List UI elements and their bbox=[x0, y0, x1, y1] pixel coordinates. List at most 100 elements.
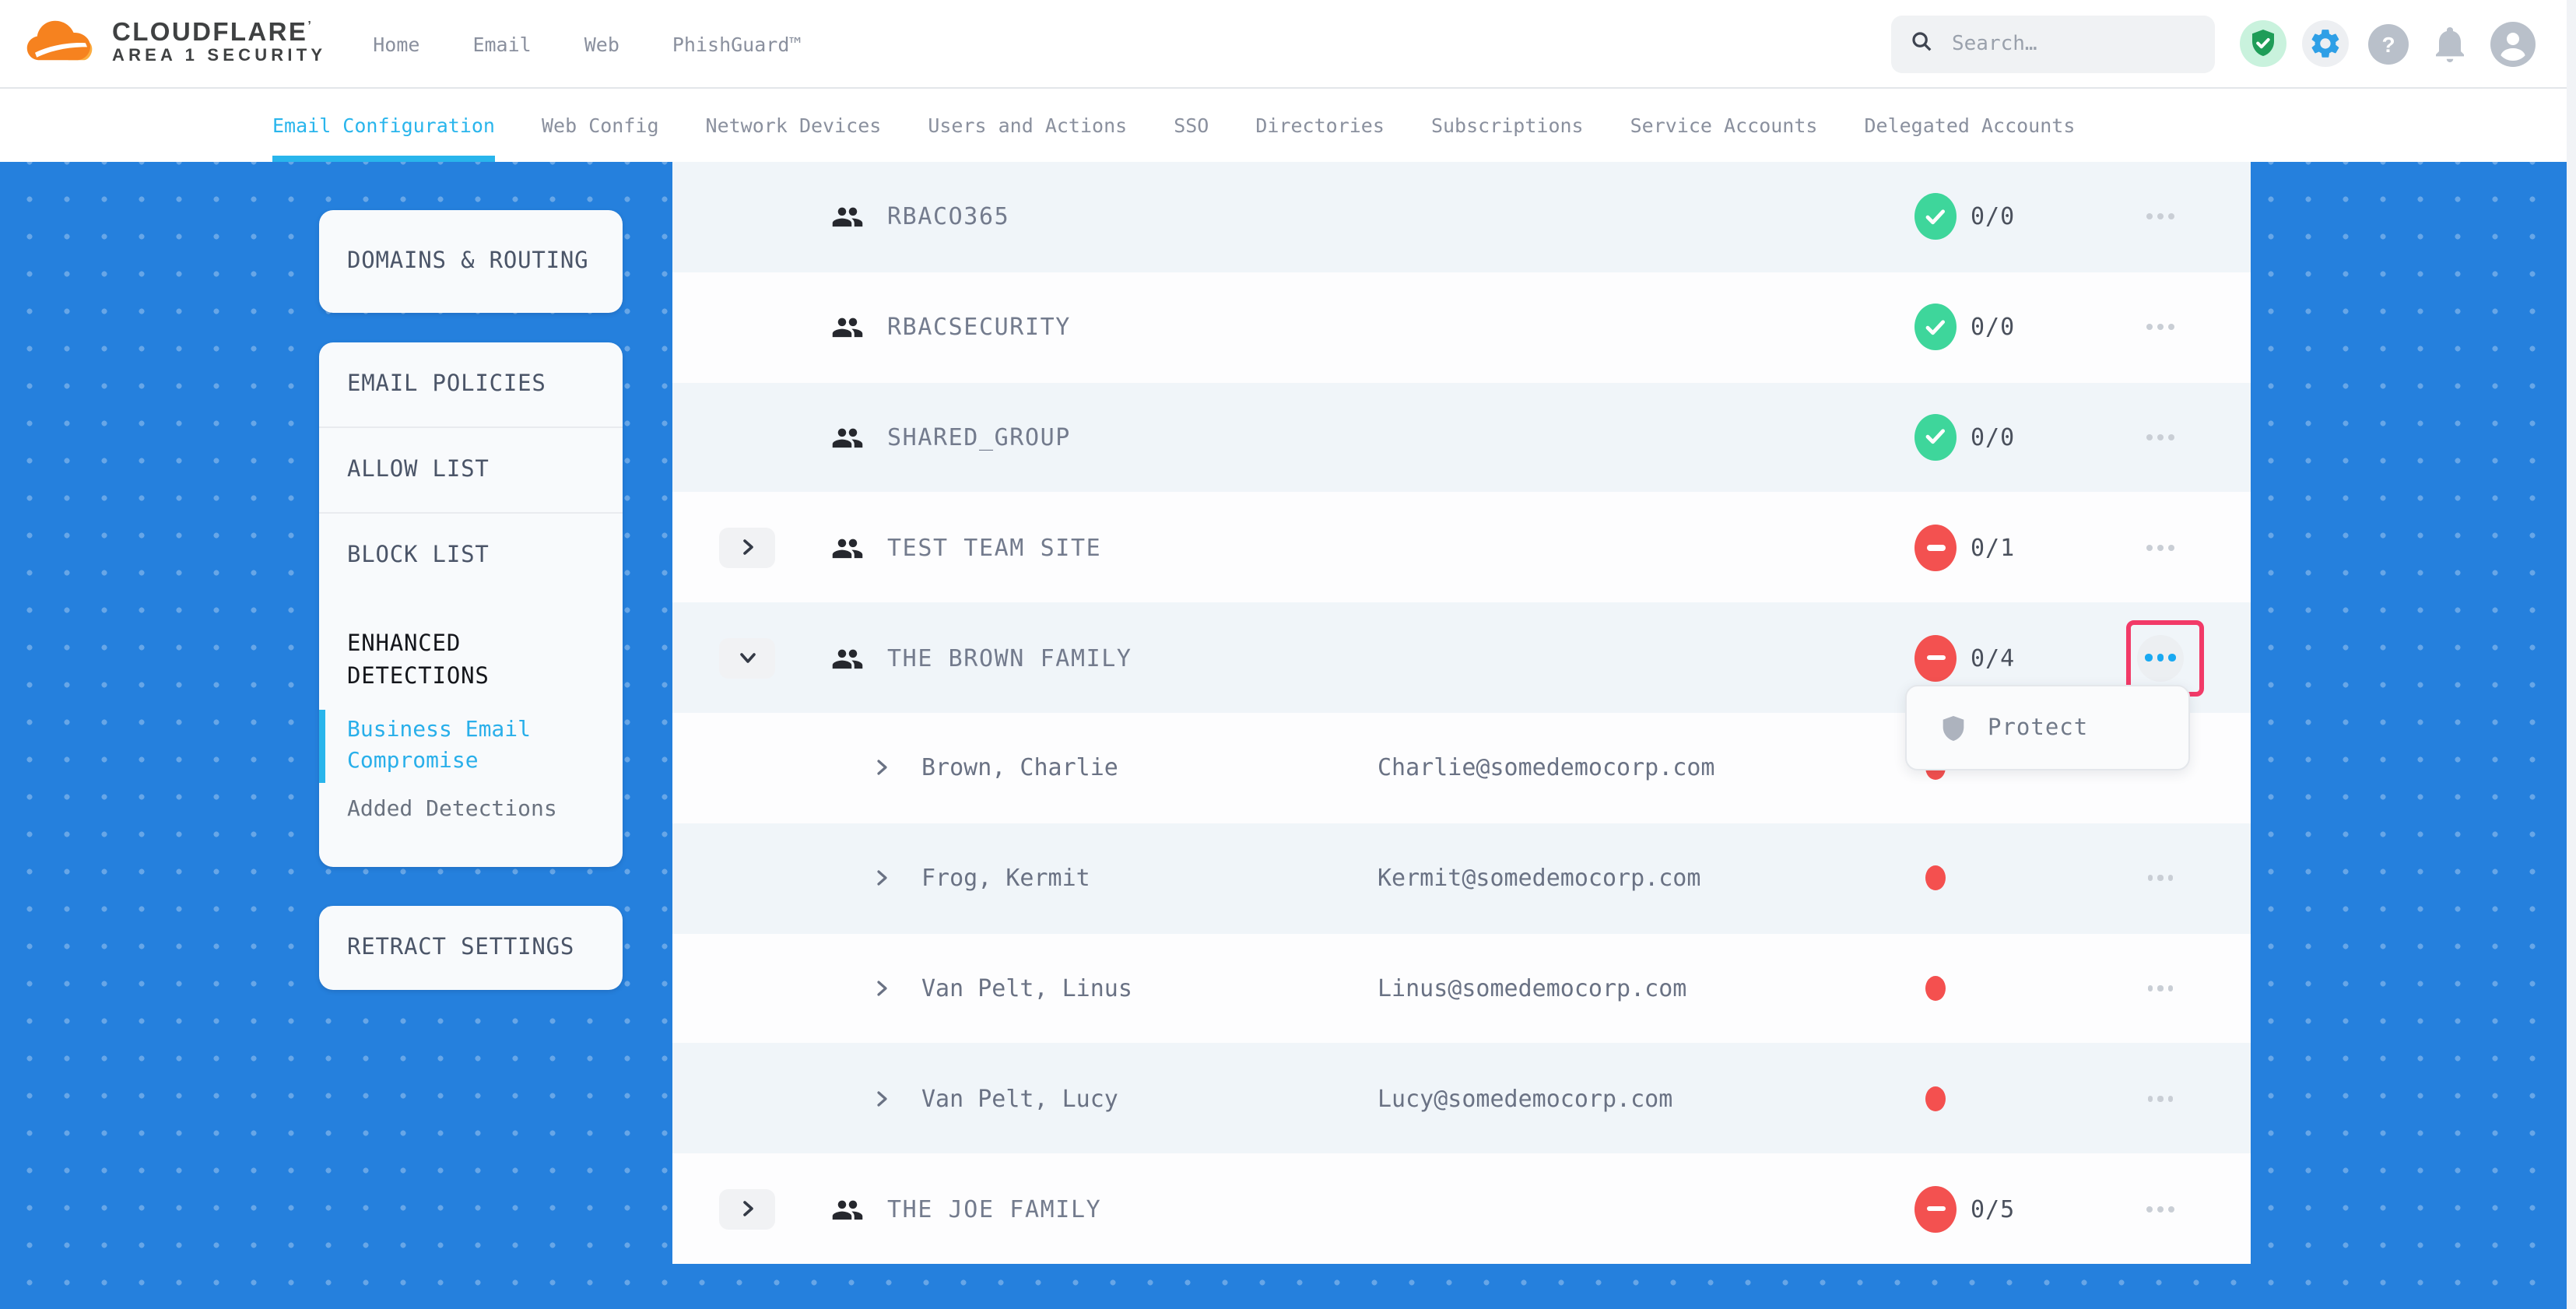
status-unprotected-dot bbox=[1925, 865, 1946, 891]
status-protected-icon bbox=[1914, 413, 1957, 461]
member-row[interactable]: Van Pelt, Linus Linus@somedemocorp.com bbox=[672, 933, 2251, 1044]
row-actions-menu-button[interactable] bbox=[2129, 855, 2192, 901]
tab-delegated-accounts[interactable]: Delegated Accounts bbox=[1864, 113, 2076, 136]
settings-gear-icon[interactable] bbox=[2302, 20, 2349, 67]
row-actions-menu-button[interactable] bbox=[2129, 1076, 2192, 1122]
tab-web-config[interactable]: Web Config bbox=[542, 113, 659, 136]
sidebar-card-domains-routing: DOMAINS & ROUTING bbox=[319, 210, 623, 313]
sidebar-item-label: Business Email Compromise bbox=[347, 718, 532, 774]
cloudflare-cloud-icon bbox=[26, 17, 98, 70]
member-email: Lucy@somedemocorp.com bbox=[1377, 1084, 1673, 1113]
tab-service-accounts[interactable]: Service Accounts bbox=[1630, 113, 1818, 136]
row-actions-menu-button[interactable] bbox=[2129, 1185, 2192, 1232]
status-unprotected-icon bbox=[1914, 524, 1957, 571]
group-icon bbox=[831, 536, 864, 560]
search-input[interactable] bbox=[1949, 30, 2157, 57]
tab-email-configuration[interactable]: Email Configuration bbox=[272, 87, 495, 162]
primary-nav-item[interactable]: Web bbox=[584, 32, 619, 55]
group-row[interactable]: THE JOE FAMILY 0/5 bbox=[672, 1153, 2251, 1264]
status-unprotected-dot bbox=[1925, 1086, 1946, 1111]
group-icon bbox=[831, 205, 864, 229]
protection-badge-icon[interactable] bbox=[2240, 20, 2286, 67]
member-chevron-icon[interactable] bbox=[875, 760, 889, 777]
tab-sso[interactable]: SSO bbox=[1174, 113, 1209, 136]
member-name: Frog, Kermit bbox=[921, 864, 1090, 893]
top-bar: CLOUDFLARE’ AREA 1 SECURITY Home Email Web… bbox=[0, 0, 2576, 89]
topbar-icons: ? bbox=[2240, 20, 2576, 67]
status-unprotected-icon bbox=[1914, 634, 1957, 682]
cloudflare-logo[interactable]: CLOUDFLARE’ AREA 1 SECURITY bbox=[0, 17, 326, 70]
member-name: Brown, Charlie bbox=[921, 753, 1118, 782]
group-icon bbox=[831, 646, 864, 669]
sidebar-item-added-detections[interactable]: Added Detections bbox=[319, 780, 623, 838]
notifications-bell-icon[interactable] bbox=[2427, 20, 2473, 67]
brand-subtitle: AREA 1 SECURITY bbox=[112, 47, 327, 66]
group-row[interactable]: RBACO365 0/0 bbox=[672, 162, 2251, 272]
collapse-row-button[interactable] bbox=[719, 637, 775, 679]
sidebar-card-retract-settings: RETRACT SETTINGS bbox=[319, 906, 623, 990]
primary-nav-item[interactable]: Home bbox=[373, 32, 420, 55]
status-unprotected-dot bbox=[1925, 975, 1946, 1001]
svg-text:?: ? bbox=[2381, 32, 2394, 56]
group-row[interactable]: TEST TEAM SITE 0/1 bbox=[672, 492, 2251, 603]
primary-nav-item[interactable]: PhishGuard™ bbox=[672, 32, 802, 55]
member-row[interactable]: Van Pelt, Lucy Lucy@somedemocorp.com bbox=[672, 1043, 2251, 1154]
row-actions-menu-button[interactable] bbox=[2129, 525, 2192, 571]
member-chevron-icon[interactable] bbox=[875, 1090, 889, 1107]
group-name: THE JOE FAMILY bbox=[887, 1195, 1102, 1223]
group-name: RBACO365 bbox=[887, 202, 1010, 231]
protected-count: 0/0 bbox=[1971, 313, 2016, 342]
page-scrollbar[interactable] bbox=[2567, 0, 2576, 1309]
primary-nav-item[interactable]: Email bbox=[472, 32, 532, 55]
group-name: THE BROWN FAMILY bbox=[887, 644, 1132, 672]
tab-directories[interactable]: Directories bbox=[1255, 113, 1385, 136]
protected-count: 0/4 bbox=[1971, 644, 2016, 672]
sidebar-item-retract-settings[interactable]: RETRACT SETTINGS bbox=[347, 935, 575, 960]
group-icon bbox=[831, 315, 864, 339]
row-actions-menu-button[interactable] bbox=[2137, 634, 2184, 682]
sidebar-item-email-policies[interactable]: EMAIL POLICIES bbox=[347, 372, 546, 397]
row-actions-menu-button[interactable] bbox=[2129, 194, 2192, 240]
sidebar-item-label: Added Detections bbox=[347, 797, 557, 823]
group-icon bbox=[831, 426, 864, 449]
row-actions-menu-button[interactable] bbox=[2129, 304, 2192, 350]
member-row[interactable]: Frog, Kermit Kermit@somedemocorp.com bbox=[672, 823, 2251, 934]
search-icon bbox=[1910, 29, 1933, 58]
brand-wordmark: CLOUDFLARE’ bbox=[112, 19, 314, 47]
sidebar-item-enhanced-detections[interactable]: ENHANCED DETECTIONS bbox=[347, 632, 490, 690]
row-actions-menu-button[interactable] bbox=[2129, 414, 2192, 461]
status-protected-icon bbox=[1914, 193, 1957, 240]
group-row[interactable]: RBACSECURITY 0/0 bbox=[672, 272, 2251, 383]
sidebar-item-domains-routing[interactable]: DOMAINS & ROUTING bbox=[347, 249, 589, 274]
group-row[interactable]: SHARED_GROUP 0/0 bbox=[672, 382, 2251, 493]
member-email: Linus@somedemocorp.com bbox=[1377, 974, 1687, 1002]
group-name: RBACSECURITY bbox=[887, 313, 1071, 342]
member-chevron-icon[interactable] bbox=[875, 980, 889, 997]
member-name: Van Pelt, Lucy bbox=[921, 1084, 1118, 1113]
active-item-accent-bar bbox=[319, 710, 325, 784]
sidebar-item-block-list[interactable]: BLOCK LIST bbox=[319, 512, 623, 598]
expand-row-button[interactable] bbox=[719, 527, 775, 568]
row-actions-menu-button[interactable] bbox=[2129, 965, 2192, 1012]
sidebar-item-business-email-compromise[interactable]: Business Email Compromise bbox=[319, 700, 623, 784]
tab-users-and-actions[interactable]: Users and Actions bbox=[928, 113, 1128, 136]
help-icon[interactable]: ? bbox=[2364, 20, 2411, 67]
search-box[interactable] bbox=[1891, 15, 2215, 72]
status-protected-icon bbox=[1914, 304, 1957, 351]
expand-row-button[interactable] bbox=[719, 1188, 775, 1230]
account-icon[interactable] bbox=[2489, 20, 2536, 67]
row-context-menu[interactable]: Protect bbox=[1905, 685, 2190, 770]
tab-subscriptions[interactable]: Subscriptions bbox=[1430, 113, 1584, 136]
section-tabs: Email Configuration Web Config Network Dev… bbox=[0, 87, 2576, 162]
primary-nav: Home Email Web PhishGuard™ bbox=[373, 32, 801, 55]
tab-network-devices[interactable]: Network Devices bbox=[705, 113, 882, 136]
status-unprotected-icon bbox=[1914, 1185, 1957, 1233]
sidebar-item-allow-list[interactable]: ALLOW LIST bbox=[319, 426, 623, 512]
member-chevron-icon[interactable] bbox=[875, 869, 889, 886]
protected-count: 0/1 bbox=[1971, 533, 2016, 562]
sidebar-card-email-policies: EMAIL POLICIES ALLOW LIST BLOCK LIST ENHANC… bbox=[319, 342, 623, 867]
protect-menu-item[interactable]: Protect bbox=[1988, 715, 2089, 740]
group-name: TEST TEAM SITE bbox=[887, 533, 1102, 562]
protected-count: 0/0 bbox=[1971, 202, 2016, 231]
